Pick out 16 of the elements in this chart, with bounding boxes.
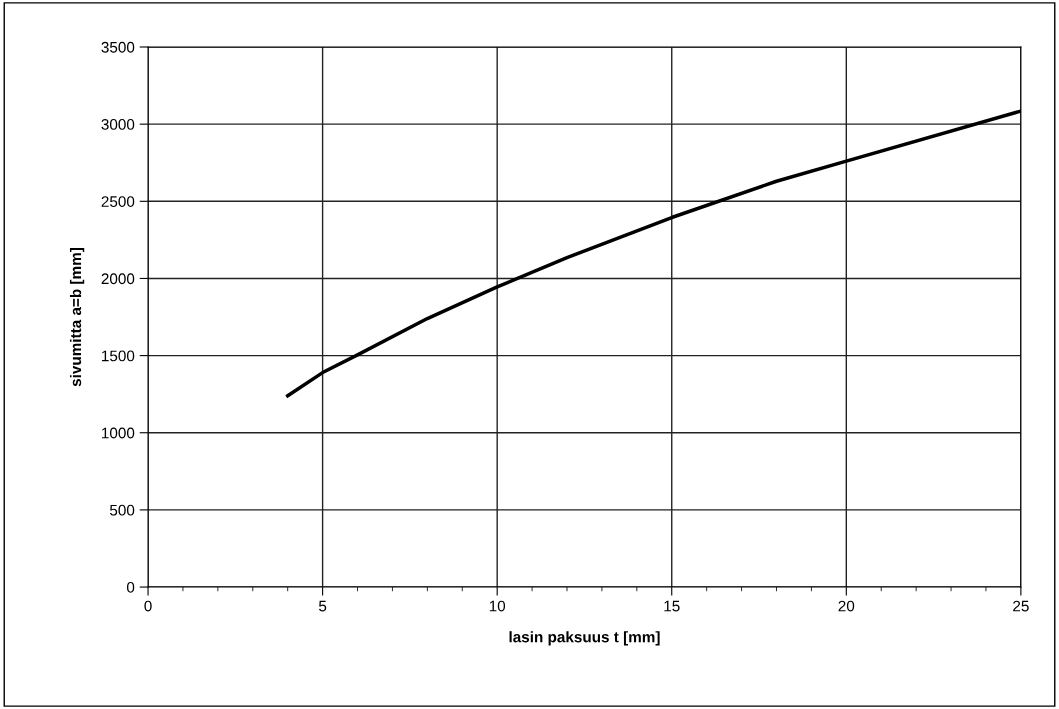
y-tick-label: 3500: [101, 41, 135, 53]
y-tick-label: 1000: [102, 427, 135, 439]
y-tick-label: 0: [126, 581, 135, 593]
x-tick-label: 20: [838, 600, 855, 612]
x-tick-label: 5: [318, 600, 327, 612]
y-tick-label: 1500: [102, 350, 135, 362]
x-axis-title: lasin paksuus t [mm]: [509, 631, 660, 646]
y-axis-title: sivumitta a=b [mm]: [69, 248, 85, 387]
x-tick-label: 10: [489, 600, 506, 612]
y-tick-label: 2500: [101, 196, 135, 207]
y-tick-label: 3000: [101, 119, 135, 130]
x-tick-label: 0: [144, 600, 152, 612]
y-tick-label: 500: [109, 504, 135, 516]
x-tick-label: 15: [664, 600, 680, 612]
x-tick-label: 25: [1013, 600, 1029, 612]
y-tick-label: 2000: [101, 273, 135, 285]
